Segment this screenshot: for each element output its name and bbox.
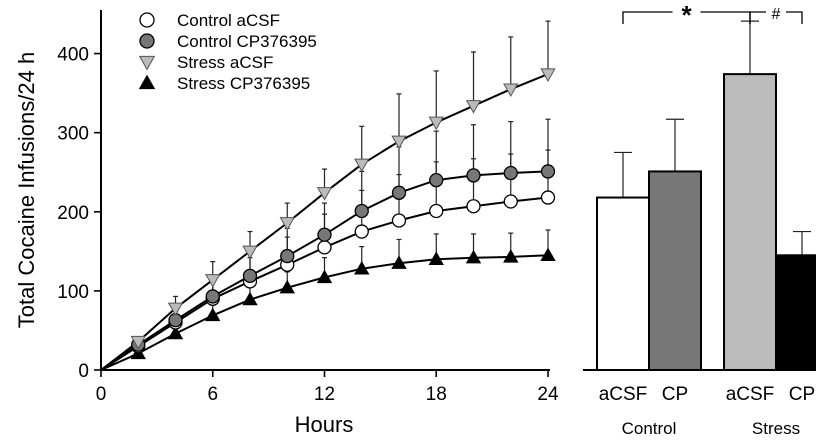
data-point	[279, 217, 295, 231]
data-point	[167, 302, 184, 317]
y-ticks: 0 100 200 300 400	[57, 45, 101, 382]
data-point	[465, 100, 482, 114]
group-label: Control	[622, 419, 677, 438]
bar-label: CP	[789, 384, 815, 405]
data-point	[540, 68, 556, 82]
y-tick-label: 100	[57, 282, 89, 303]
data-point	[354, 203, 369, 219]
data-point	[280, 248, 295, 264]
legend-marker	[139, 33, 155, 49]
data-point	[428, 251, 444, 265]
x-ticks: 0 6 12 18 24	[96, 370, 559, 405]
data-point	[503, 194, 518, 209]
data-point	[167, 325, 184, 340]
data-point	[503, 249, 519, 263]
y-axis-label: Total Cocaine Infusions/24 h	[14, 52, 39, 328]
legend: Control aCSF Control CP376395 Stress aCSF S…	[138, 11, 317, 93]
data-point	[429, 172, 444, 188]
group-label: Stress	[752, 419, 800, 438]
legend-marker	[138, 74, 156, 90]
data-point	[317, 227, 332, 242]
significance-bracket	[749, 11, 803, 24]
data-point	[205, 307, 221, 322]
data-point	[242, 268, 258, 284]
legend-label: Control aCSF	[177, 11, 280, 30]
bar-label: aCSF	[599, 384, 648, 405]
bar	[648, 170, 702, 371]
series-markers	[130, 68, 556, 360]
legend-label: Control CP376395	[177, 32, 317, 51]
data-point	[205, 289, 220, 304]
legend-label: Stress aCSF	[177, 53, 273, 72]
significance-symbol: *	[681, 0, 692, 30]
data-point	[391, 213, 407, 228]
y-tick-label: 400	[57, 45, 89, 66]
data-point	[391, 135, 407, 150]
x-tick-label: 12	[314, 384, 335, 405]
significance-brackets: * #	[622, 0, 803, 30]
x-tick-label: 0	[96, 384, 107, 405]
y-tick-label: 200	[57, 203, 89, 224]
data-point	[429, 203, 444, 219]
data-point	[540, 164, 556, 179]
data-point	[391, 255, 407, 269]
data-point	[428, 116, 444, 131]
bar-label: CP	[662, 384, 688, 405]
x-tick-label: 24	[537, 384, 559, 405]
y-tick-label: 0	[78, 361, 89, 382]
data-point	[503, 83, 519, 97]
bar	[775, 254, 816, 372]
legend-label: Stress CP376395	[177, 74, 310, 93]
data-point	[242, 245, 258, 260]
data-point	[466, 199, 481, 214]
y-tick-label: 300	[57, 124, 89, 145]
data-point	[130, 335, 146, 350]
data-point	[391, 185, 407, 200]
data-point	[354, 260, 370, 275]
data-point	[466, 168, 481, 183]
data-point	[354, 158, 370, 173]
data-point	[279, 279, 295, 294]
bar-label: aCSF	[726, 384, 775, 405]
data-point	[465, 249, 482, 264]
data-point	[354, 224, 369, 239]
data-point	[540, 247, 556, 261]
bar-labels: aCSF CP Control aCSF CP Stress	[599, 384, 815, 438]
significance-symbol: #	[772, 6, 781, 23]
bar	[596, 196, 650, 371]
bar	[723, 73, 777, 371]
x-tick-label: 18	[426, 384, 447, 405]
data-point	[316, 187, 333, 201]
data-point	[316, 269, 333, 284]
data-point	[205, 274, 221, 288]
legend-marker	[138, 55, 156, 71]
data-point	[242, 291, 258, 306]
data-point	[503, 165, 518, 181]
x-axis-label: Hours	[295, 412, 354, 437]
legend-marker	[139, 12, 155, 28]
x-tick-label: 6	[207, 384, 218, 405]
line-chart-panel: 0 100 200 300 400 0 6 12 18 24 Total Cocaine Inf…	[14, 10, 559, 437]
data-point	[540, 190, 556, 205]
data-point	[317, 240, 332, 255]
bars	[596, 73, 816, 372]
